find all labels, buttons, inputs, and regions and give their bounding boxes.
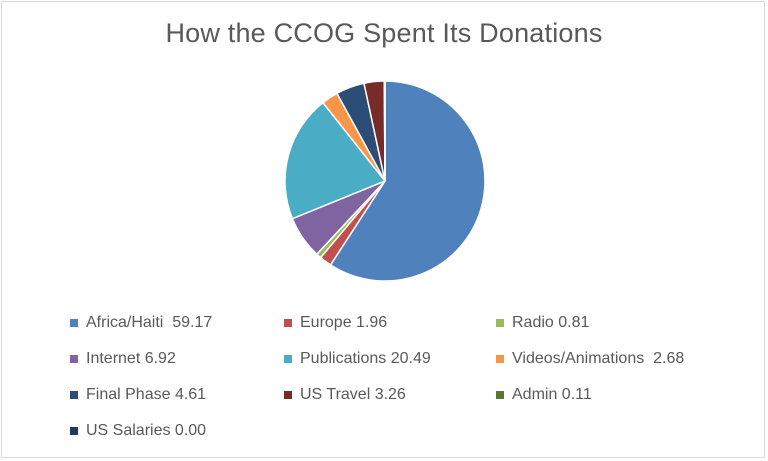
legend-swatch (496, 355, 504, 363)
legend-label: Publications 20.49 (300, 350, 431, 367)
pie-slice-publications (284, 101, 386, 220)
chart-legend: Africa/Haiti 59.17 Europe 1.96 Radio 0.81 I… (70, 312, 750, 442)
legend-swatch (70, 427, 78, 435)
legend-swatch (70, 355, 78, 363)
legend-swatch (496, 319, 504, 327)
legend-item-final-phase: Final Phase 4.61 (70, 384, 284, 406)
legend-label: Final Phase 4.61 (86, 386, 207, 403)
legend-item-us-travel: US Travel 3.26 (284, 384, 496, 406)
legend-swatch (70, 319, 78, 327)
legend-item-internet: Internet 6.92 (70, 348, 284, 370)
legend-label: US Salaries 0.00 (86, 422, 207, 439)
legend-item-europe: Europe 1.96 (284, 312, 496, 334)
legend-swatch (70, 391, 78, 399)
legend-label: Admin 0.11 (512, 386, 592, 403)
legend-item-radio: Radio 0.81 (496, 312, 716, 334)
legend-item-us-salaries: US Salaries 0.00 (70, 420, 284, 442)
pie-slice-africa-haiti (329, 80, 486, 282)
legend-swatch (284, 319, 292, 327)
chart-title: How the CCOG Spent Its Donations (165, 18, 603, 48)
legend-label: Internet 6.92 (86, 350, 176, 367)
legend-swatch (284, 391, 292, 399)
legend-item-admin: Admin 0.11 (496, 384, 716, 406)
legend-item-publications: Publications 20.49 (284, 348, 496, 370)
legend-swatch (284, 355, 292, 363)
legend-label: Europe 1.96 (300, 314, 388, 331)
legend-item-africa-haiti: Africa/Haiti 59.17 (70, 312, 284, 334)
legend-label: US Travel 3.26 (300, 386, 406, 403)
legend-swatch (496, 391, 504, 399)
legend-label: Africa/Haiti 59.17 (86, 314, 213, 331)
legend-label: Videos/Animations 2.68 (512, 350, 685, 367)
legend-item-videos-animations: Videos/Animations 2.68 (496, 348, 716, 370)
legend-label: Radio 0.81 (512, 314, 590, 331)
